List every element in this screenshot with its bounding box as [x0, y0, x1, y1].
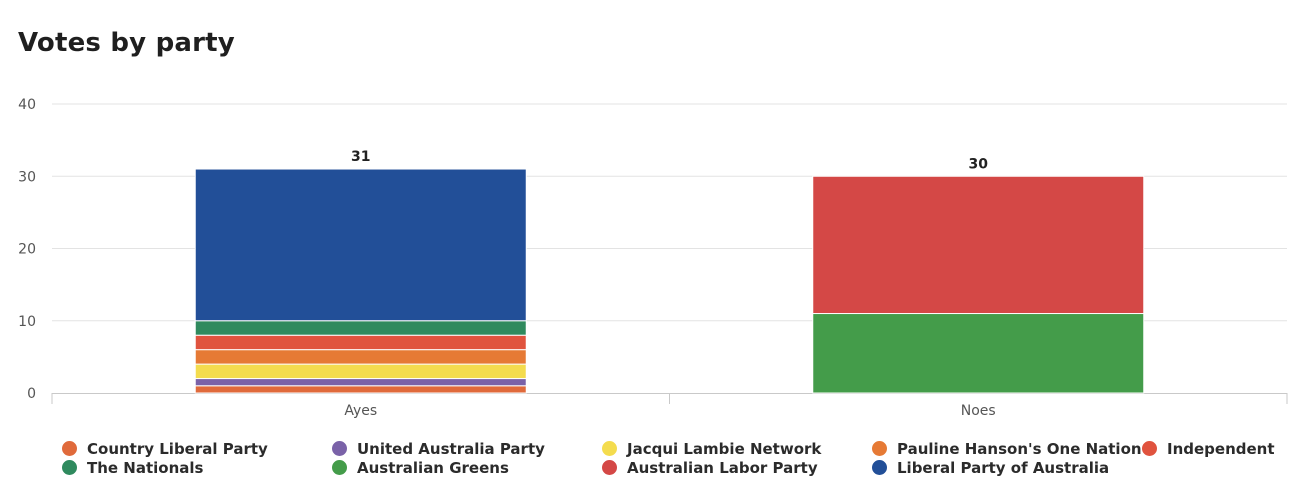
- legend-item[interactable]: Country Liberal Party: [62, 439, 332, 458]
- x-tick-label: Noes: [961, 403, 996, 419]
- bar-segment: [194, 168, 527, 322]
- legend-swatch-icon: [1142, 441, 1157, 456]
- bar-segment: [194, 385, 527, 394]
- x-tick-label: Ayes: [344, 403, 377, 419]
- legend-label: Liberal Party of Australia: [897, 458, 1110, 477]
- legend-label: Australian Labor Party: [627, 458, 818, 477]
- legend-item[interactable]: Independent: [1142, 439, 1292, 458]
- chart-title: Votes by party: [18, 28, 235, 58]
- legend-label: United Australia Party: [357, 439, 545, 458]
- legend-item[interactable]: United Australia Party: [332, 439, 602, 458]
- legend-swatch-icon: [332, 460, 347, 475]
- bar-segment: [194, 378, 527, 387]
- legend-swatch-icon: [872, 441, 887, 456]
- y-tick-label: 10: [18, 314, 36, 330]
- bar-segment: [812, 175, 1145, 315]
- y-tick-label: 30: [18, 169, 36, 185]
- legend-item[interactable]: Liberal Party of Australia: [872, 458, 1142, 477]
- bar-segment: [194, 349, 527, 365]
- bar-segment: [194, 363, 527, 380]
- legend-item[interactable]: Australian Greens: [332, 458, 602, 477]
- legend-label: Independent: [1167, 439, 1275, 458]
- y-tick-label: 0: [27, 386, 36, 402]
- legend-label: Pauline Hanson's One Nation: [897, 439, 1142, 458]
- legend-label: Australian Greens: [357, 458, 509, 477]
- legend-swatch-icon: [872, 460, 887, 475]
- legend-item[interactable]: Jacqui Lambie Network: [602, 439, 872, 458]
- bar-total-label: 30: [969, 156, 989, 172]
- legend-swatch-icon: [602, 460, 617, 475]
- legend-item[interactable]: The Nationals: [62, 458, 332, 477]
- legend-swatch-icon: [332, 441, 347, 456]
- legend-swatch-icon: [62, 460, 77, 475]
- legend-label: Jacqui Lambie Network: [627, 439, 822, 458]
- legend-swatch-icon: [62, 441, 77, 456]
- legend-label: Country Liberal Party: [87, 439, 268, 458]
- y-tick-label: 20: [18, 242, 36, 258]
- legend-label: The Nationals: [87, 458, 204, 477]
- chart-legend: Country Liberal Party United Australia Pa…: [62, 439, 1292, 477]
- y-tick-label: 40: [18, 97, 36, 113]
- legend-item[interactable]: Pauline Hanson's One Nation: [872, 439, 1142, 458]
- bar-segment: [812, 313, 1145, 394]
- legend-swatch-icon: [602, 441, 617, 456]
- bar-segment: [194, 320, 527, 336]
- bar-total-label: 31: [351, 149, 370, 165]
- bar-segment: [194, 334, 527, 351]
- legend-item[interactable]: Australian Labor Party: [602, 458, 872, 477]
